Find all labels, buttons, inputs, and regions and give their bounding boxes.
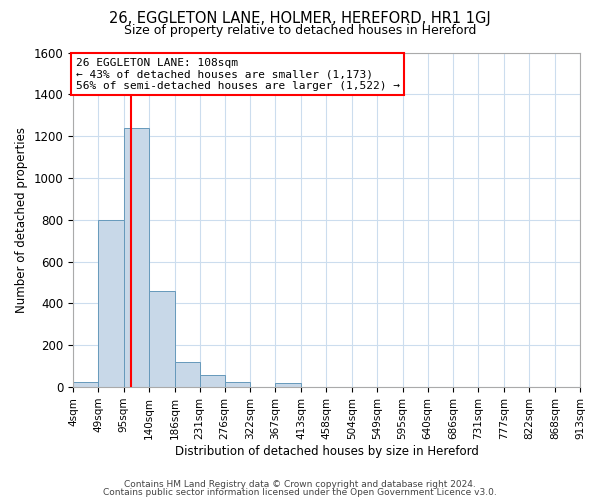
X-axis label: Distribution of detached houses by size in Hereford: Distribution of detached houses by size … [175,444,478,458]
Text: Contains public sector information licensed under the Open Government Licence v3: Contains public sector information licen… [103,488,497,497]
Bar [73,382,98,387]
Bar [200,374,225,387]
Text: Size of property relative to detached houses in Hereford: Size of property relative to detached ho… [124,24,476,37]
Bar [98,220,124,387]
Bar [225,382,250,387]
Text: 26, EGGLETON LANE, HOLMER, HEREFORD, HR1 1GJ: 26, EGGLETON LANE, HOLMER, HEREFORD, HR1… [109,11,491,26]
Text: Contains HM Land Registry data © Crown copyright and database right 2024.: Contains HM Land Registry data © Crown c… [124,480,476,489]
Bar [149,291,175,387]
Text: 26 EGGLETON LANE: 108sqm
← 43% of detached houses are smaller (1,173)
56% of sem: 26 EGGLETON LANE: 108sqm ← 43% of detach… [76,58,400,90]
Bar [124,128,149,387]
Y-axis label: Number of detached properties: Number of detached properties [15,127,28,313]
Bar [275,383,301,387]
Bar [175,362,200,387]
